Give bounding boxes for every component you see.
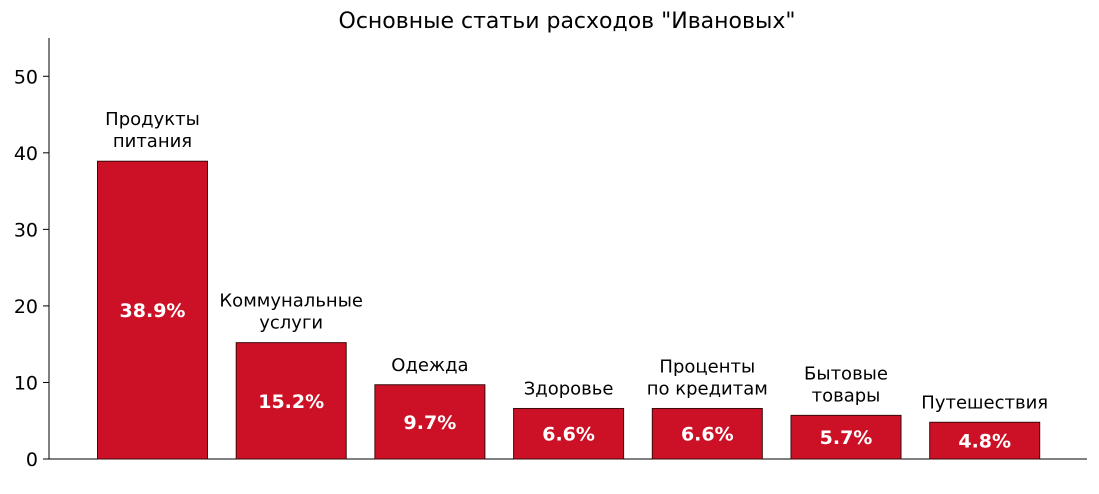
bar bbox=[513, 407, 625, 460]
category-label: Бытовые bbox=[804, 363, 888, 384]
bar bbox=[97, 160, 208, 460]
bar bbox=[235, 342, 347, 460]
category-label: Путешествия bbox=[921, 392, 1048, 413]
bar-value-label: 9.7% bbox=[404, 412, 457, 434]
category-label: Проценты bbox=[659, 356, 755, 377]
bar-value-label: 5.7% bbox=[820, 427, 873, 449]
category-label: товары bbox=[812, 385, 881, 406]
category-label: Здоровье bbox=[524, 378, 614, 399]
y-tick-label: 10 bbox=[14, 372, 38, 394]
bar-group: 4.8% Путешествия bbox=[921, 392, 1048, 460]
bar-group: 6.6% Здоровье bbox=[513, 378, 625, 460]
category-label: услуги bbox=[259, 313, 323, 334]
category-label: по кредитам bbox=[647, 378, 768, 399]
bar-value-label: 4.8% bbox=[958, 431, 1011, 453]
bar bbox=[790, 414, 902, 460]
bar-group: 9.7% Одежда bbox=[374, 355, 486, 460]
y-tick-label: 40 bbox=[14, 143, 38, 165]
bar bbox=[929, 421, 1041, 460]
bar bbox=[374, 384, 486, 460]
chart-title: Основные статьи расходов "Ивановых" bbox=[339, 9, 796, 34]
axes: 0 10 20 30 40 50 bbox=[14, 38, 1087, 471]
bar-value-label: 6.6% bbox=[542, 424, 595, 446]
category-label: Одежда bbox=[391, 355, 468, 376]
category-label: Коммунальные bbox=[219, 291, 363, 312]
y-tick-label: 50 bbox=[14, 66, 38, 88]
y-tick-label: 0 bbox=[26, 449, 38, 471]
y-tick-label: 20 bbox=[14, 296, 38, 318]
y-tick-label: 30 bbox=[14, 219, 38, 241]
bar bbox=[651, 407, 763, 460]
bar-value-label: 38.9% bbox=[120, 300, 186, 322]
category-label: питания bbox=[113, 131, 192, 152]
category-label: Продукты bbox=[105, 109, 200, 130]
bar-value-label: 15.2% bbox=[258, 391, 324, 413]
bar-value-label: 6.6% bbox=[681, 424, 734, 446]
